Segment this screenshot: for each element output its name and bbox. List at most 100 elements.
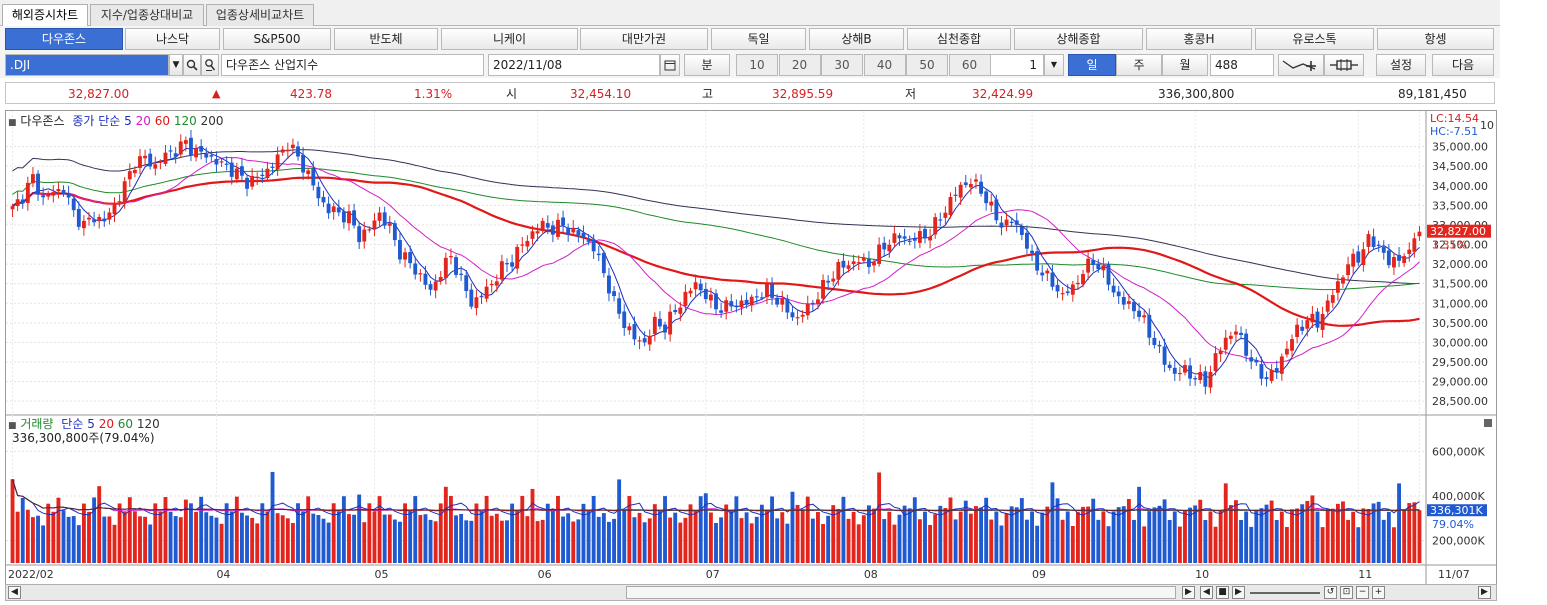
index-button-12[interactable]: 항셍 — [1377, 28, 1494, 50]
period-monthly-button[interactable]: 월 — [1162, 54, 1208, 76]
candle-body — [703, 288, 708, 300]
full-view-button[interactable]: ▶ — [1478, 586, 1491, 599]
volume-bar — [1152, 507, 1157, 563]
candle-body — [194, 148, 198, 158]
scroll-thumb[interactable] — [626, 586, 1176, 599]
index-button-9[interactable]: 상해종합 — [1014, 28, 1143, 50]
volume-bar — [219, 523, 224, 563]
play-back-button[interactable]: ◀ — [1200, 586, 1213, 599]
volume-bar — [1019, 498, 1024, 563]
minute-interval-button[interactable]: 분 — [684, 54, 730, 76]
volume-bar — [576, 519, 581, 563]
bar-count-input[interactable]: 488 — [1210, 54, 1274, 76]
candle-body — [892, 233, 897, 243]
chart-tool-button[interactable] — [1278, 54, 1324, 76]
next-button[interactable]: 다음 — [1432, 54, 1494, 76]
quote-summary-bar: 32,827.00 ▲ 423.78 1.31% 시 32,454.10 고 3… — [5, 82, 1495, 104]
candle-body — [561, 217, 566, 226]
settings-button[interactable]: 설정 — [1376, 54, 1426, 76]
zoom-slider[interactable] — [1250, 592, 1320, 594]
volume-bar — [46, 503, 51, 563]
volume-legend-ma-label: 단순 — [61, 417, 84, 431]
calendar-button[interactable] — [660, 54, 680, 76]
legend-ma20: 20 — [135, 114, 151, 128]
index-button-0[interactable]: 다우존스 — [5, 28, 123, 50]
volume-bar — [1412, 502, 1417, 563]
volume-tick-label: 400,000K — [1432, 490, 1485, 503]
candle-body — [138, 156, 142, 168]
scroll-left-button[interactable]: ◀ — [8, 586, 21, 599]
volume-bar — [882, 519, 887, 563]
index-button-8[interactable]: 심천종합 — [907, 28, 1011, 50]
volume-bar — [1218, 510, 1223, 563]
volume-bar — [372, 511, 377, 563]
minute-option-4[interactable]: 50 — [906, 54, 948, 76]
volume-bar — [673, 512, 678, 563]
index-button-10[interactable]: 홍콩H — [1146, 28, 1252, 50]
count-dropdown-button[interactable]: ▼ — [1044, 54, 1064, 76]
stop-button[interactable]: ■ — [1216, 586, 1229, 599]
chart-area[interactable]: 35,000.0034,500.0034,000.0033,500.0033,0… — [5, 110, 1497, 588]
candle-body — [724, 300, 729, 312]
volume-bar — [622, 510, 627, 563]
index-button-5[interactable]: 대만가권 — [580, 28, 708, 50]
candle-body — [1330, 295, 1335, 303]
index-button-4[interactable]: 니케이 — [441, 28, 578, 50]
period-weekly-button[interactable]: 주 — [1116, 54, 1162, 76]
play-forward-button[interactable]: ▶ — [1232, 586, 1245, 599]
zoom-out-button[interactable]: − — [1356, 586, 1369, 599]
tab-sector-detail[interactable]: 업종상세비교차트 — [206, 4, 314, 26]
index-button-7[interactable]: 상해B — [809, 28, 904, 50]
volume-bar — [1183, 510, 1187, 563]
symbol-input[interactable]: .DJI — [5, 54, 169, 76]
candle-body — [1325, 300, 1330, 312]
zoom-in-button[interactable]: + — [1372, 586, 1385, 599]
tab-overseas-chart[interactable]: 해외증시차트 — [2, 4, 88, 27]
index-button-11[interactable]: 유로스톡 — [1255, 28, 1374, 50]
candle-body — [183, 140, 188, 144]
index-button-2[interactable]: S&P500 — [223, 28, 331, 50]
symbol-dropdown-button[interactable]: ▼ — [169, 54, 183, 76]
control-row: .DJI ▼ 다우존스 산업지수 2022/11/08 분 1 ▼ 일 주 월 … — [0, 52, 1500, 78]
volume-bar — [515, 511, 520, 563]
volume-bar — [15, 511, 20, 563]
volume-bar — [968, 513, 973, 563]
volume-bar — [703, 493, 708, 563]
volume-bar — [250, 517, 255, 563]
minute-option-3[interactable]: 40 — [863, 54, 906, 76]
index-button-6[interactable]: 독일 — [711, 28, 806, 50]
chart-type-button[interactable] — [1324, 54, 1364, 76]
candle-body — [189, 137, 193, 155]
zoom-fit-button[interactable]: ⊡ — [1340, 586, 1353, 599]
chart-scrollbar[interactable]: ◀ ▶ ◀ ■ ▶ ↺ ⊡ − + ▶ — [5, 584, 1497, 601]
candle-body — [1167, 364, 1172, 368]
date-input[interactable]: 2022/11/08 — [488, 54, 660, 76]
index-button-1[interactable]: 나스닥 — [125, 28, 220, 50]
candle-body — [494, 281, 499, 286]
candle-body — [127, 171, 132, 180]
volume-bar — [586, 510, 591, 563]
count-input[interactable]: 1 — [990, 54, 1044, 76]
candle-body — [1060, 293, 1065, 295]
period-daily-button[interactable]: 일 — [1068, 54, 1116, 76]
scroll-right-button[interactable]: ▶ — [1182, 586, 1195, 599]
zoom-reset-button[interactable]: ↺ — [1324, 586, 1337, 599]
candle-body — [765, 284, 769, 298]
volume-bar — [214, 517, 219, 563]
index-button-3[interactable]: 반도체 — [334, 28, 438, 50]
symbol-lookup-button[interactable] — [201, 54, 219, 76]
minute-option-5[interactable]: 60 — [948, 54, 991, 76]
candle-body — [1157, 344, 1162, 347]
volume-bar — [632, 517, 637, 563]
search-button[interactable] — [183, 54, 201, 76]
volume-bar — [1341, 501, 1345, 563]
price-tick-label: 35,000.00 — [1432, 141, 1488, 154]
candle-body — [229, 162, 234, 177]
minute-option-1[interactable]: 20 — [778, 54, 821, 76]
candle-body — [540, 220, 545, 230]
minute-option-0[interactable]: 10 — [736, 54, 778, 76]
candle-body — [1014, 220, 1019, 225]
volume-bar — [1177, 526, 1182, 563]
minute-option-2[interactable]: 30 — [821, 54, 863, 76]
tab-index-compare[interactable]: 지수/업종상대비교 — [90, 4, 204, 26]
